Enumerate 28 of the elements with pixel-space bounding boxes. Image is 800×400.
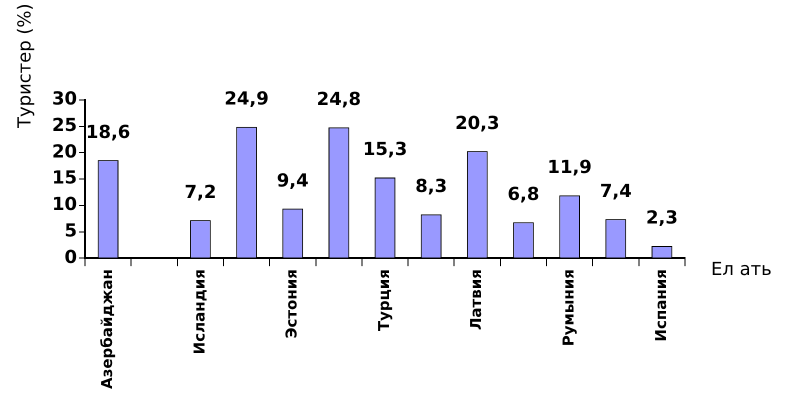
data-label: 7,2: [184, 182, 216, 203]
x-tick-label: Испания: [652, 269, 670, 342]
y-tick-label: 15: [52, 168, 78, 189]
data-label: 18,6: [86, 122, 130, 143]
y-tick-label: 20: [52, 141, 78, 162]
x-tick-label: Румыния: [560, 269, 578, 346]
data-label: 7,4: [600, 180, 632, 202]
data-label: 24,9: [224, 88, 269, 110]
x-tick-label: Латвия: [467, 269, 486, 330]
y-tick-label: 30: [52, 88, 78, 110]
x-axis-title: Ел ать: [711, 258, 772, 280]
data-label: 8,3: [415, 176, 448, 198]
x-tick-label: Эстония: [282, 269, 301, 339]
x-tick-label: Исландия: [190, 269, 208, 354]
data-label: 6,8: [508, 184, 540, 205]
y-tick-label: 25: [52, 115, 78, 136]
data-label: 9,4: [276, 170, 309, 192]
data-label: 20,3: [455, 112, 500, 134]
y-tick-label: 10: [52, 194, 78, 216]
y-tick-label: 5: [64, 220, 78, 242]
data-label: 24,8: [316, 89, 362, 110]
x-tick-label: Турция: [374, 269, 393, 332]
data-label: 15,3: [362, 139, 408, 160]
y-tick-label: 0: [64, 246, 78, 268]
x-tick-label: Азербайджан: [98, 269, 116, 390]
y-axis-title: Туристер (%): [14, 3, 36, 129]
data-label: 2,3: [646, 208, 678, 229]
data-label: 11,9: [547, 157, 592, 178]
